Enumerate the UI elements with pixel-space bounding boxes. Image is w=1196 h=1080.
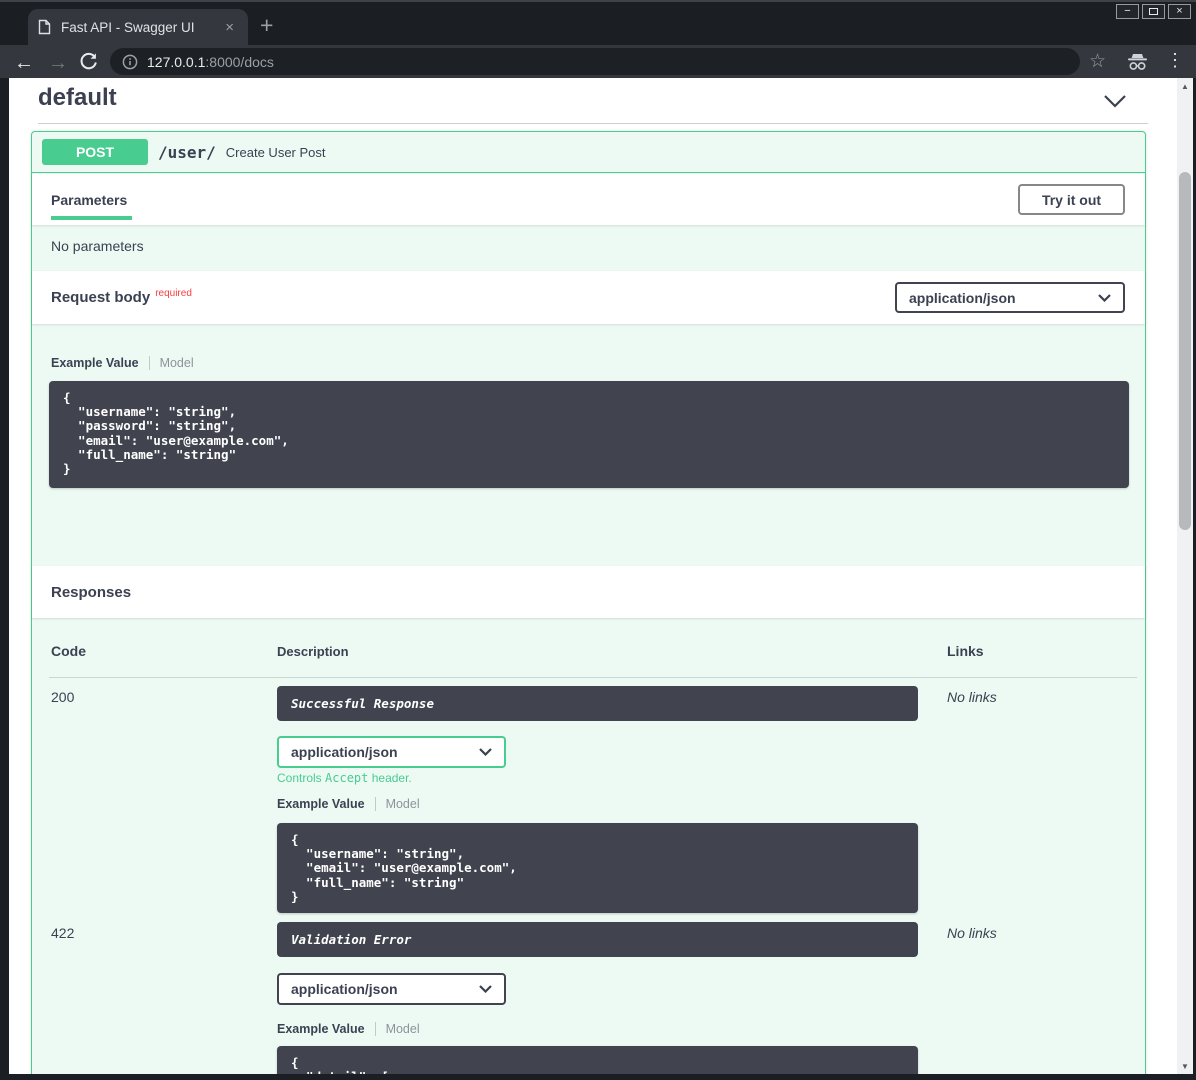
parameters-tab[interactable]: Parameters (51, 192, 132, 220)
response-422-media-type-select[interactable]: application/json (277, 973, 506, 1005)
no-parameters-text: No parameters (51, 238, 144, 254)
tab-example-value[interactable]: Example Value (51, 356, 139, 370)
controls-accept-note: Controls Accept header. (277, 771, 412, 785)
tab-example-value[interactable]: Example Value (277, 797, 365, 811)
operation-path: /user/ (158, 142, 216, 162)
try-it-out-button[interactable]: Try it out (1018, 184, 1125, 215)
table-divider (49, 677, 1137, 678)
responses-label: Responses (51, 583, 132, 601)
api-group-heading[interactable]: default (38, 84, 117, 111)
response-code-200: 200 (51, 689, 75, 705)
chevron-down-icon[interactable] (1103, 94, 1127, 113)
scroll-up-icon[interactable]: ▲ (1181, 81, 1189, 91)
scroll-down-icon[interactable]: ▼ (1181, 1061, 1189, 1071)
request-body-section-header: Request body required application/json (32, 271, 1145, 324)
swagger-page: default POST /user/ Create User Post Par… (9, 78, 1177, 1074)
active-tab-underline (51, 215, 132, 220)
window-close-button[interactable]: × (1168, 4, 1191, 19)
reload-icon[interactable] (79, 52, 98, 76)
tab-close-icon[interactable]: × (225, 18, 234, 36)
operation-summary[interactable]: POST /user/ Create User Post (32, 132, 1145, 173)
tab-model[interactable]: Model (385, 797, 420, 811)
select-chevron-icon (479, 748, 492, 756)
parameters-section-header: Parameters Try it out (32, 174, 1145, 225)
tab-example-value[interactable]: Example Value (277, 1022, 365, 1036)
tab-separator (374, 797, 376, 811)
column-header-code: Code (51, 643, 86, 659)
window-top-edge (0, 0, 1196, 2)
new-tab-button[interactable]: + (260, 12, 274, 38)
response-200-example-code: { "username": "string", "email": "user@e… (277, 823, 918, 913)
site-info-icon[interactable] (122, 54, 138, 70)
opblock-post-user: POST /user/ Create User Post Parameters … (31, 131, 1146, 1074)
bookmark-star-icon[interactable]: ☆ (1089, 51, 1107, 72)
select-chevron-icon (479, 985, 492, 993)
request-body-label: Request body (51, 288, 151, 306)
scrollbar-thumb[interactable] (1179, 172, 1191, 530)
url-path: :8000/docs (205, 53, 274, 70)
column-header-description: Description (277, 644, 349, 659)
tab-title: Fast API - Swagger UI (61, 19, 195, 35)
page-scrollbar[interactable]: ▲ ▼ (1177, 78, 1193, 1074)
response-200-links: No links (947, 689, 997, 705)
document-icon (38, 19, 51, 35)
forward-arrow-icon[interactable]: → (48, 52, 68, 74)
response-422-description-box: Validation Error (277, 922, 918, 957)
response-200-description-box: Successful Response (277, 686, 918, 721)
request-media-type-select[interactable]: application/json (895, 282, 1125, 313)
response-422-example-code: { "detail": [ (277, 1046, 918, 1074)
response-code-422: 422 (51, 925, 75, 941)
response-422-links: No links (947, 925, 997, 941)
url-omnibox[interactable]: 127.0.0.1:8000/docs (110, 48, 1080, 75)
http-method-badge: POST (42, 139, 148, 165)
response-200-media-type-select[interactable]: application/json (277, 736, 506, 768)
column-header-links: Links (947, 643, 984, 659)
responses-section-header: Responses (32, 566, 1145, 618)
required-badge: required (155, 287, 192, 299)
tab-model[interactable]: Model (159, 356, 194, 370)
url-host: 127.0.0.1 (147, 53, 206, 70)
window-maximize-button[interactable] (1142, 4, 1165, 19)
request-body-example-code: { "username": "string", "password": "str… (49, 381, 1129, 488)
operation-description: Create User Post (225, 144, 326, 160)
window-minimize-button[interactable]: − (1116, 4, 1139, 19)
browser-menu-icon[interactable]: ⋮ (1166, 50, 1184, 70)
tab-separator (148, 356, 150, 370)
incognito-icon (1125, 53, 1150, 76)
browser-tab[interactable]: Fast API - Swagger UI × (28, 9, 248, 45)
group-divider (38, 123, 1148, 124)
back-arrow-icon[interactable]: ← (14, 52, 34, 74)
maximize-icon (1149, 8, 1158, 15)
select-chevron-icon (1098, 293, 1111, 302)
tab-model[interactable]: Model (385, 1022, 420, 1036)
tab-separator (374, 1022, 376, 1036)
